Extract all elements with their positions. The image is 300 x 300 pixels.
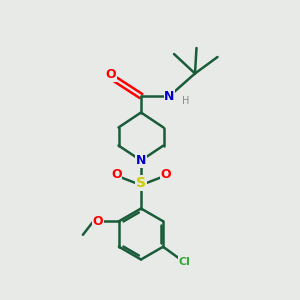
Text: Cl: Cl bbox=[178, 257, 190, 267]
Text: O: O bbox=[111, 167, 122, 181]
Text: S: S bbox=[136, 176, 146, 190]
Text: O: O bbox=[93, 215, 103, 228]
Text: H: H bbox=[182, 95, 190, 106]
Text: N: N bbox=[136, 154, 146, 167]
Text: O: O bbox=[160, 167, 171, 181]
Text: O: O bbox=[106, 68, 116, 82]
Text: N: N bbox=[164, 89, 175, 103]
